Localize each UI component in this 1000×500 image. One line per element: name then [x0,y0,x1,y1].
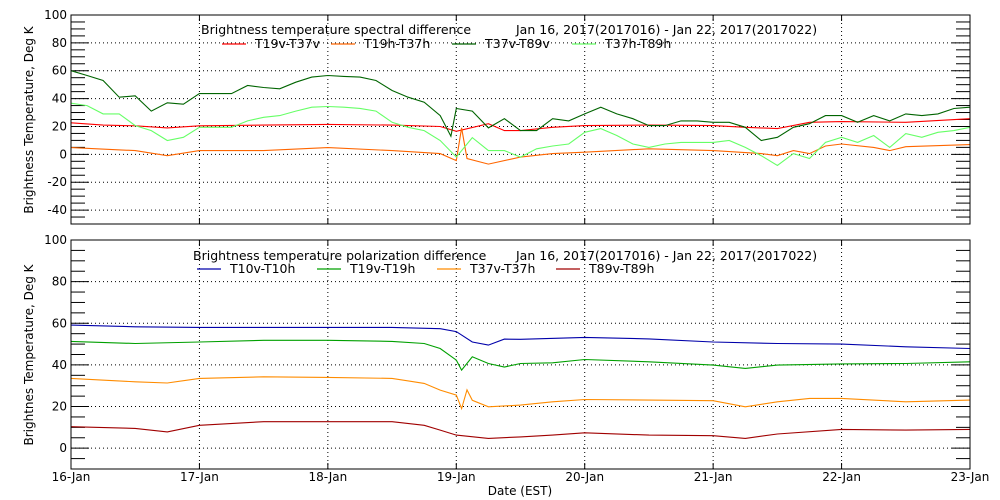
legend-label: T89v-T89h [588,261,654,276]
panel-title: Brightness temperature spectral differen… [201,22,471,37]
x-tick-label: 18-Jan [308,470,347,484]
series-line-t89v-t89h [70,421,971,439]
y-tick-label: 60 [52,64,67,78]
x-tick-label: 17-Jan [180,470,219,484]
y-tick-label: 40 [52,92,67,106]
panel-title: Brightness temperature polarization diff… [193,248,487,263]
y-tick-label: 40 [52,358,67,372]
y-tick-label: 100 [44,233,67,247]
y-tick-label: 20 [52,119,67,133]
x-tick-label: 22-Jan [822,470,861,484]
legend-label: T19h-T37h [363,36,430,51]
y-tick-label: 20 [52,400,67,414]
panel-date-range: Jan 16, 2017(2017016) - Jan 22, 2017(201… [515,248,817,263]
plot-frame [70,239,971,470]
y-tick-label: 0 [59,147,67,161]
y-tick-label: 80 [52,275,67,289]
series-line-t37v-t89v [70,70,971,142]
plot-frame [70,14,971,225]
y-tick-label: 0 [59,441,67,455]
polarization-difference-panel: Brightness temperature polarization diff… [22,233,989,498]
series-line-t19v-t37v [70,118,971,132]
panel-date-range: Jan 16, 2017(2017016) - Jan 22, 2017(201… [515,22,817,37]
series-line-t37h-t89h [70,102,971,167]
legend-label: T37v-T89v [484,36,551,51]
x-axis-label: Date (EST) [488,484,552,498]
x-tick-label: 19-Jan [437,470,476,484]
y-axis-label: Brightness Temperature, Deg K [22,25,36,213]
y-tick-label: -40 [47,203,67,217]
y-tick-label: -20 [47,175,67,189]
y-tick-label: 100 [44,8,67,22]
y-tick-label: 80 [52,36,67,50]
legend-label: T19v-T19h [349,261,415,276]
y-axis-label: Brightnes Temperature, Deg K [22,263,36,445]
spectral-difference-panel: Brightness temperature spectral differen… [22,8,971,225]
x-tick-label: 16-Jan [52,470,91,484]
x-tick-label: 21-Jan [694,470,733,484]
y-tick-label: 60 [52,316,67,330]
series-line-t10v-t10h [70,324,971,350]
legend-label: T37h-T89h [604,36,671,51]
x-tick-label: 20-Jan [565,470,604,484]
legend-label: T19v-T37v [254,36,321,51]
legend-label: T37v-T37h [469,261,535,276]
series-line-t37v-t37h [70,376,971,411]
legend-label: T10v-T10h [229,261,295,276]
x-tick-label: 23-Jan [951,470,990,484]
series-line-t19v-t19h [70,339,971,372]
series-line-t19h-t37h [70,127,971,165]
